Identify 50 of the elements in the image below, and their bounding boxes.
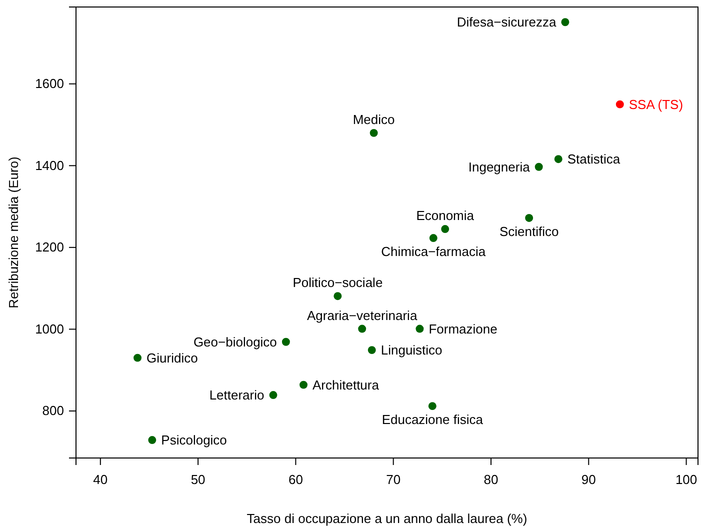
point	[368, 346, 376, 354]
series-label: Ingegneria	[468, 159, 531, 174]
series-label: Psicologico	[161, 432, 227, 448]
series-label: Formazione	[428, 321, 498, 336]
point	[370, 128, 378, 137]
y-axis-title: Retribuzione media (Euro)	[6, 156, 21, 308]
y-tick-label: 1400	[35, 158, 64, 173]
x-tick-label: 90	[581, 472, 596, 488]
y-tick-label: 1000	[35, 321, 64, 336]
point	[428, 402, 436, 410]
series-label: Difesa−sicurezza	[456, 14, 557, 30]
point	[282, 338, 290, 346]
point	[534, 162, 543, 171]
series-label: Scientifico	[499, 224, 559, 239]
point	[561, 18, 570, 26]
series-label: Linguistico	[380, 342, 442, 358]
point	[616, 100, 624, 108]
point	[525, 214, 534, 222]
series-label: Medico	[352, 112, 395, 127]
point	[300, 380, 308, 389]
series-label: Architettura	[312, 377, 380, 392]
x-tick-label: 70	[386, 472, 401, 488]
x-tick-label: 80	[484, 472, 498, 488]
series-label: Educazione fisica	[382, 412, 484, 428]
point	[148, 436, 156, 444]
point	[429, 234, 438, 242]
series-label: Letterario	[209, 388, 264, 403]
series-label: Agraria−veterinaria	[307, 308, 418, 323]
series-label: Giuridico	[146, 350, 198, 366]
series-label: Statistica	[567, 152, 621, 167]
point	[269, 391, 278, 400]
x-tick-label: 100	[675, 472, 698, 488]
series-label: Geo−biologico	[193, 334, 277, 350]
point	[134, 354, 142, 362]
x-axis-title: Tasso di occupazione a un anno dalla laurea (%)	[246, 511, 528, 526]
series-label: Chimica−farmacia	[381, 244, 486, 260]
x-tick-label: 50	[190, 472, 206, 488]
y-tick-label: 800	[42, 403, 64, 418]
point	[416, 324, 424, 333]
point	[334, 292, 342, 300]
x-tick-label: 60	[288, 472, 303, 488]
point	[441, 225, 450, 234]
series-label: Politico−sociale	[292, 275, 383, 290]
y-tick-label: 1200	[35, 240, 64, 255]
y-tick-label: 1600	[35, 76, 64, 92]
point	[358, 324, 366, 333]
point	[554, 155, 562, 164]
x-tick-label: 40	[93, 472, 108, 488]
series-label: SSA (TS)	[628, 96, 684, 112]
series-label: Economia	[416, 208, 475, 224]
